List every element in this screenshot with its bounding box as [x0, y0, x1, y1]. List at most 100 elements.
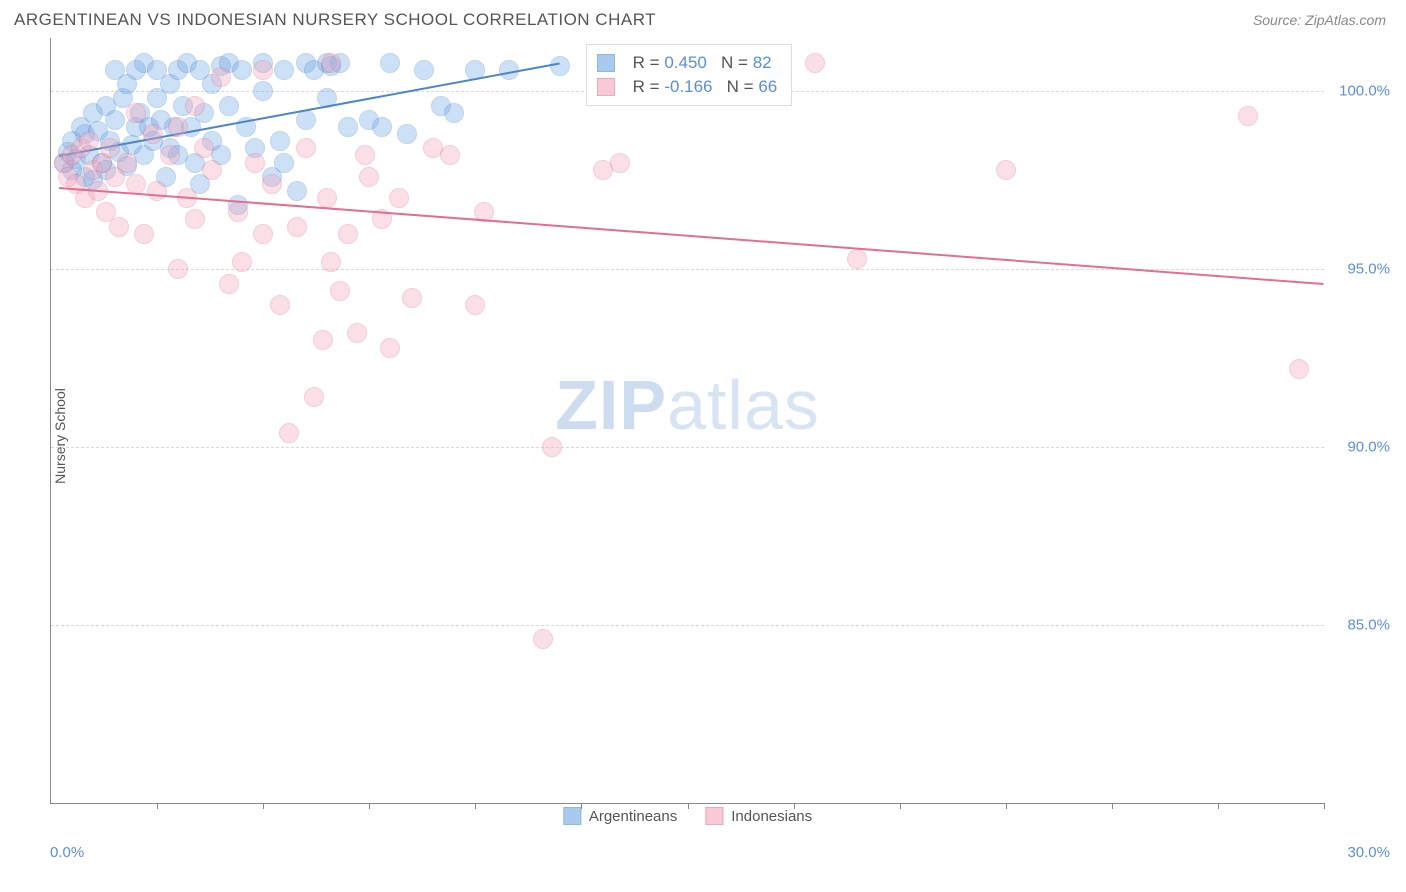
- scatter-point-argentineans: [232, 60, 252, 80]
- legend-swatch-argentineans: [597, 54, 615, 72]
- trend-line-indonesians: [59, 187, 1324, 285]
- scatter-point-indonesians: [160, 145, 180, 165]
- series-legend: Argentineans Indonesians: [563, 807, 812, 825]
- scatter-point-indonesians: [270, 295, 290, 315]
- scatter-point-indonesians: [253, 224, 273, 244]
- scatter-point-argentineans: [380, 53, 400, 73]
- scatter-point-indonesians: [79, 131, 99, 151]
- scatter-point-argentineans: [338, 117, 358, 137]
- legend-swatch-argentineans: [563, 807, 581, 825]
- y-tick-label: 95.0%: [1330, 261, 1390, 278]
- scatter-point-indonesians: [211, 67, 231, 87]
- scatter-point-argentineans: [397, 124, 417, 144]
- scatter-point-indonesians: [134, 224, 154, 244]
- scatter-point-indonesians: [296, 138, 316, 158]
- scatter-point-indonesians: [185, 96, 205, 116]
- scatter-point-indonesians: [317, 188, 337, 208]
- scatter-point-indonesians: [347, 323, 367, 343]
- legend-swatch-indonesians: [705, 807, 723, 825]
- scatter-point-indonesians: [117, 153, 137, 173]
- scatter-point-indonesians: [355, 145, 375, 165]
- scatter-point-indonesians: [245, 153, 265, 173]
- y-tick-label: 90.0%: [1330, 439, 1390, 456]
- scatter-point-indonesians: [996, 160, 1016, 180]
- x-axis-min-label: 0.0%: [50, 844, 84, 861]
- scatter-point-indonesians: [380, 338, 400, 358]
- scatter-point-indonesians: [313, 330, 333, 350]
- scatter-point-indonesians: [533, 629, 553, 649]
- scatter-point-indonesians: [440, 145, 460, 165]
- x-tick: [1218, 803, 1219, 809]
- legend-stats-argentineans: R = 0.450 N = 82: [633, 53, 772, 73]
- scatter-point-argentineans: [372, 117, 392, 137]
- legend-item-indonesians: Indonesians: [705, 807, 812, 825]
- scatter-point-argentineans: [550, 56, 570, 76]
- scatter-point-argentineans: [274, 153, 294, 173]
- scatter-point-indonesians: [126, 174, 146, 194]
- scatter-point-indonesians: [109, 217, 129, 237]
- scatter-point-indonesians: [219, 274, 239, 294]
- scatter-point-argentineans: [414, 60, 434, 80]
- scatter-point-indonesians: [610, 153, 630, 173]
- scatter-point-indonesians: [542, 437, 562, 457]
- y-tick-label: 85.0%: [1330, 617, 1390, 634]
- scatter-point-indonesians: [304, 387, 324, 407]
- x-tick: [1006, 803, 1007, 809]
- scatter-point-indonesians: [389, 188, 409, 208]
- scatter-point-indonesians: [126, 103, 146, 123]
- scatter-point-indonesians: [847, 249, 867, 269]
- legend-swatch-indonesians: [597, 78, 615, 96]
- legend-stats-indonesians: R = -0.166 N = 66: [633, 77, 778, 97]
- scatter-point-argentineans: [444, 103, 464, 123]
- scatter-point-argentineans: [296, 110, 316, 130]
- scatter-point-indonesians: [287, 217, 307, 237]
- scatter-point-indonesians: [185, 209, 205, 229]
- scatter-point-argentineans: [105, 110, 125, 130]
- scatter-point-indonesians: [228, 202, 248, 222]
- chart-area: Nursery School ZIPatlas 100.0%95.0%90.0%…: [42, 38, 1394, 834]
- x-axis-max-label: 30.0%: [1347, 844, 1390, 861]
- legend-item-argentineans: Argentineans: [563, 807, 677, 825]
- scatter-point-indonesians: [232, 252, 252, 272]
- scatter-point-indonesians: [279, 423, 299, 443]
- scatter-point-argentineans: [287, 181, 307, 201]
- scatter-point-indonesians: [321, 53, 341, 73]
- scatter-point-indonesians: [147, 181, 167, 201]
- scatter-point-indonesians: [338, 224, 358, 244]
- scatter-point-indonesians: [805, 53, 825, 73]
- scatter-point-indonesians: [253, 60, 273, 80]
- scatter-point-indonesians: [100, 138, 120, 158]
- x-tick: [900, 803, 901, 809]
- scatter-point-indonesians: [402, 288, 422, 308]
- scatter-point-indonesians: [262, 174, 282, 194]
- scatter-point-indonesians: [330, 281, 350, 301]
- scatter-point-argentineans: [219, 96, 239, 116]
- scatter-point-indonesians: [1238, 106, 1258, 126]
- gridline-h: [51, 447, 1324, 448]
- gridline-h: [51, 625, 1324, 626]
- chart-title: ARGENTINEAN VS INDONESIAN NURSERY SCHOOL…: [14, 10, 656, 30]
- x-tick: [1112, 803, 1113, 809]
- scatter-point-indonesians: [202, 160, 222, 180]
- scatter-point-indonesians: [465, 295, 485, 315]
- source-attribution: Source: ZipAtlas.com: [1253, 12, 1386, 28]
- scatter-plot: ZIPatlas 100.0%95.0%90.0%85.0%R = 0.450 …: [50, 38, 1324, 804]
- scatter-point-indonesians: [143, 124, 163, 144]
- x-tick: [475, 803, 476, 809]
- x-tick: [263, 803, 264, 809]
- x-tick: [369, 803, 370, 809]
- scatter-point-indonesians: [168, 259, 188, 279]
- scatter-point-indonesians: [168, 117, 188, 137]
- watermark: ZIPatlas: [555, 365, 820, 445]
- scatter-point-argentineans: [274, 60, 294, 80]
- scatter-point-indonesians: [194, 138, 214, 158]
- stats-legend: R = 0.450 N = 82 R = -0.166 N = 66: [586, 44, 793, 106]
- scatter-point-indonesians: [1289, 359, 1309, 379]
- scatter-point-argentineans: [270, 131, 290, 151]
- y-tick-label: 100.0%: [1330, 83, 1390, 100]
- scatter-point-argentineans: [253, 81, 273, 101]
- scatter-point-indonesians: [359, 167, 379, 187]
- scatter-point-indonesians: [321, 252, 341, 272]
- x-tick: [1324, 803, 1325, 809]
- x-tick: [157, 803, 158, 809]
